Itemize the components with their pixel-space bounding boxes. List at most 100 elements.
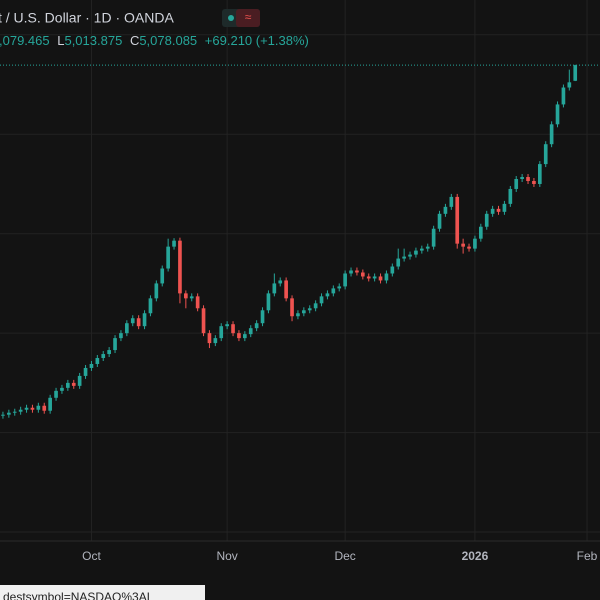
candle-body	[478, 226, 483, 239]
candle-body	[243, 334, 247, 339]
symbol-title: t / U.S. Dollar · 1D · OANDA	[0, 10, 174, 26]
candle-body	[136, 318, 141, 327]
candle-body	[83, 367, 88, 376]
candle-body	[89, 363, 94, 368]
candle-body	[160, 268, 165, 284]
candle-body	[237, 333, 241, 339]
candle-body	[537, 164, 542, 184]
candle-body	[260, 310, 265, 324]
candle-body	[313, 303, 318, 309]
x-tick-label: 2026	[462, 549, 489, 563]
status-dot	[228, 15, 234, 21]
high-value: ,079.465	[0, 33, 50, 48]
candle-body	[184, 293, 188, 299]
candle-body	[284, 280, 288, 299]
candle-body	[36, 405, 41, 410]
candle-body	[1, 414, 5, 416]
candle-body	[549, 124, 554, 145]
candle-body	[178, 240, 182, 294]
candle-body	[207, 333, 212, 344]
x-tick-label: Dec	[334, 549, 355, 563]
candle-body	[490, 208, 495, 214]
change-value: +69.210 (+1.38%)	[205, 33, 309, 48]
candle-body	[172, 240, 176, 247]
candle-body	[520, 177, 524, 180]
candle-body	[7, 412, 11, 415]
x-tick-label: Feb	[577, 549, 598, 563]
candle-body	[107, 350, 111, 355]
low-label: L	[57, 33, 64, 48]
candle-body	[437, 213, 442, 229]
candle-body	[154, 283, 159, 299]
candle-body	[473, 238, 477, 249]
close-label: C	[130, 33, 139, 48]
candle-body	[414, 250, 418, 255]
candle-body	[461, 243, 465, 247]
candle-body	[502, 203, 507, 212]
candle-body	[573, 65, 578, 81]
candle-body	[307, 308, 312, 311]
candles	[0, 64, 600, 419]
candle-body	[219, 326, 224, 339]
candle-body	[325, 293, 330, 297]
candle-body	[378, 276, 383, 281]
candle-body	[443, 206, 448, 214]
candle-body	[195, 296, 200, 309]
candle-body	[526, 177, 530, 181]
candle-body	[372, 276, 377, 279]
candle-body	[48, 397, 52, 411]
candle-body	[296, 313, 300, 317]
candle-body	[449, 196, 454, 207]
candle-body	[555, 104, 560, 125]
candle-body	[231, 324, 235, 334]
candle-body	[496, 208, 501, 212]
candle-body	[248, 328, 253, 335]
url-tooltip	[0, 585, 205, 600]
candle-body	[431, 228, 436, 247]
candle-body	[349, 270, 353, 274]
candle-body	[142, 313, 147, 327]
x-tick-label: Oct	[82, 549, 101, 563]
candle-body	[514, 179, 519, 189]
x-tick-label: Nov	[216, 549, 237, 563]
candle-body	[425, 246, 430, 249]
candle-body	[101, 354, 106, 359]
candle-body	[30, 407, 35, 410]
candle-body	[278, 280, 283, 284]
low-value: 5,013.875	[64, 33, 122, 48]
candle-body	[119, 333, 123, 339]
candle-body	[390, 266, 395, 274]
candle-body	[343, 273, 347, 287]
candle-body	[66, 382, 70, 388]
candle-body	[508, 188, 513, 204]
candle-body	[95, 358, 100, 364]
candle-body	[302, 310, 306, 314]
candle-body	[42, 405, 47, 411]
candle-body	[543, 144, 548, 165]
candle-body	[420, 248, 424, 251]
status-icon: ≈	[245, 10, 252, 24]
candle-body	[319, 296, 324, 304]
candle-body	[561, 87, 566, 105]
candle-body	[24, 407, 29, 410]
candle-body	[290, 298, 294, 317]
candle-body	[148, 298, 153, 314]
candle-body	[532, 180, 536, 184]
candle-body	[12, 411, 17, 413]
candle-body	[366, 276, 371, 279]
url-tooltip-text: destsymbol=NASDAQ%3AL	[3, 590, 154, 600]
candle-body	[18, 409, 23, 412]
candle-body	[484, 213, 489, 227]
candle-body	[331, 288, 336, 294]
candle-body	[384, 273, 389, 281]
candle-body	[125, 323, 129, 334]
candle-body	[266, 293, 271, 311]
candle-body	[130, 318, 135, 324]
candle-body	[254, 323, 259, 329]
candle-body	[396, 258, 401, 267]
x-axis: Oct Nov Dec 2026 Feb	[82, 549, 598, 563]
ohlc-line: ,079.465 L5,013.875 C5,078.085 +69.210 (…	[0, 33, 309, 48]
